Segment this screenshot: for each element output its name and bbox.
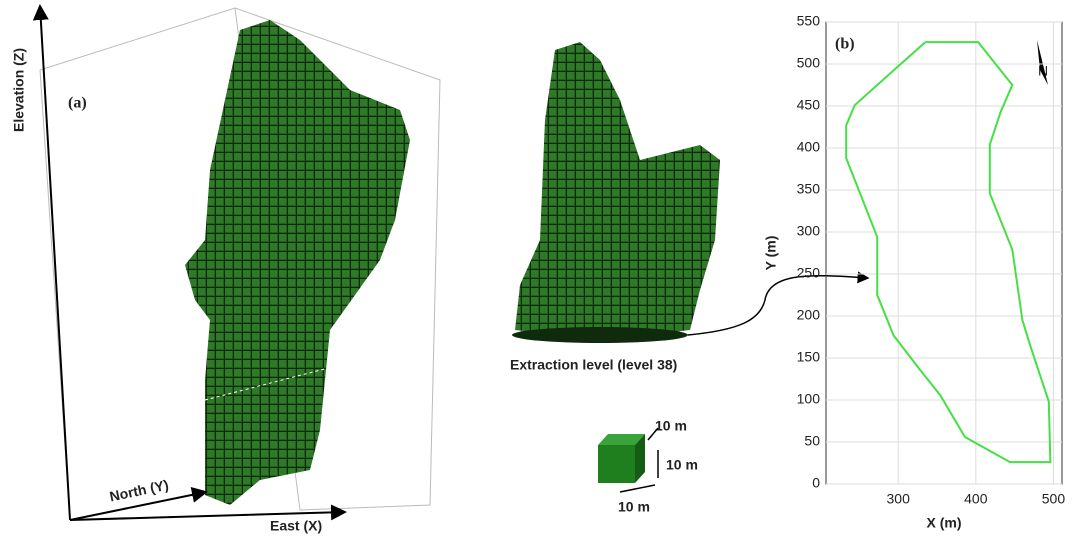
- ore-body: [185, 20, 410, 505]
- panel-label: (a): [68, 95, 87, 112]
- y-tick-label: 200: [797, 307, 821, 323]
- x-tick-label: 300: [887, 491, 911, 507]
- y-tick-label: 100: [797, 391, 821, 407]
- ore-body: [515, 42, 720, 340]
- dim-label: 10 m: [618, 499, 650, 515]
- y-tick-label: 400: [797, 139, 821, 155]
- z-axis: [40, 6, 70, 520]
- y-tick-label: 150: [797, 349, 821, 365]
- y-tick-label: 300: [797, 223, 821, 239]
- outline: [846, 42, 1050, 462]
- y-tick-label: 250: [797, 265, 821, 281]
- figure: Elevation (Z) (a) North (Y) East (X) Ext…: [0, 0, 1073, 540]
- y-tick-label: 450: [797, 97, 821, 113]
- connector-arrow: [688, 276, 868, 335]
- y-tick-label: 0: [812, 475, 820, 491]
- plot-frame: [826, 22, 1062, 484]
- axis-label: Elevation (Z): [11, 48, 27, 132]
- y-axis-label: Y (m): [763, 236, 779, 271]
- y-tick-label: 50: [804, 433, 820, 449]
- dim-label: 10 m: [655, 418, 687, 434]
- y-tick-label: 500: [797, 55, 821, 71]
- panel-label: (b): [835, 36, 855, 53]
- panel-b: (b) N X (m) Y (m) 0501001502002503003504…: [763, 13, 1066, 531]
- y-tick-label: 550: [797, 13, 821, 29]
- y-tick-label: 350: [797, 181, 821, 197]
- x-tick-label: 500: [1042, 491, 1066, 507]
- x-tick-label: 400: [964, 491, 988, 507]
- caption: Extraction level (level 38): [510, 357, 677, 373]
- block-front: [598, 445, 635, 483]
- axis-label: East (X): [270, 518, 322, 534]
- x-axis-label: X (m): [927, 515, 962, 531]
- panel-a: Elevation (Z) (a) North (Y) East (X): [11, 6, 440, 534]
- level-base: [512, 327, 688, 343]
- dim-label: 10 m: [666, 457, 698, 473]
